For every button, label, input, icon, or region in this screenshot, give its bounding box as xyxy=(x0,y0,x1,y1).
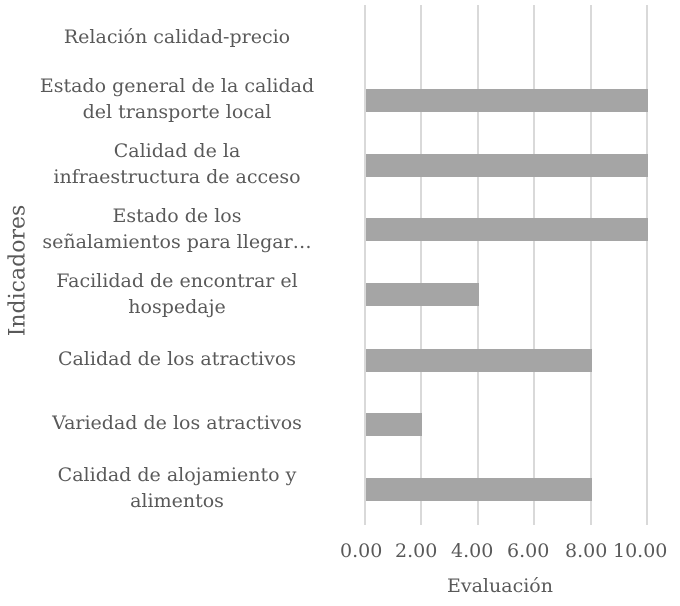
category-label: Estado general de la calidad del transpor… xyxy=(39,75,315,123)
category-label: Estado de los señalamientos para llegar… xyxy=(42,205,312,253)
bar xyxy=(366,89,648,112)
bar xyxy=(366,218,648,241)
x-tick-label: 2.00 xyxy=(395,540,438,562)
bar xyxy=(366,478,592,501)
gridline xyxy=(476,5,479,525)
gridline xyxy=(646,5,648,525)
gridline xyxy=(589,5,592,525)
plot-area xyxy=(364,5,648,525)
x-tick-label: 0.00 xyxy=(340,540,383,562)
gridline xyxy=(420,5,423,525)
category-label: Variedad de los atractivos xyxy=(52,412,302,434)
x-tick-label: 4.00 xyxy=(451,540,494,562)
category-label: Facilidad de encontrar el hospedaje xyxy=(56,270,298,318)
bar xyxy=(366,349,592,372)
category-label: Relación calidad-precio xyxy=(63,26,291,48)
x-axis-title: Evaluación xyxy=(447,575,553,597)
category-label: Calidad de la infraestructura de acceso xyxy=(53,140,301,188)
x-tick-label: 10.00 xyxy=(613,540,668,562)
bar xyxy=(366,154,648,177)
gridline xyxy=(533,5,536,525)
x-tick-label: 8.00 xyxy=(565,540,608,562)
bar xyxy=(366,283,479,306)
gridline xyxy=(364,5,366,525)
bar xyxy=(366,413,423,436)
category-label: Calidad de los atractivos xyxy=(57,348,297,370)
category-label: Calidad de alojamiento y alimentos xyxy=(57,464,297,512)
x-tick-label: 6.00 xyxy=(507,540,550,562)
